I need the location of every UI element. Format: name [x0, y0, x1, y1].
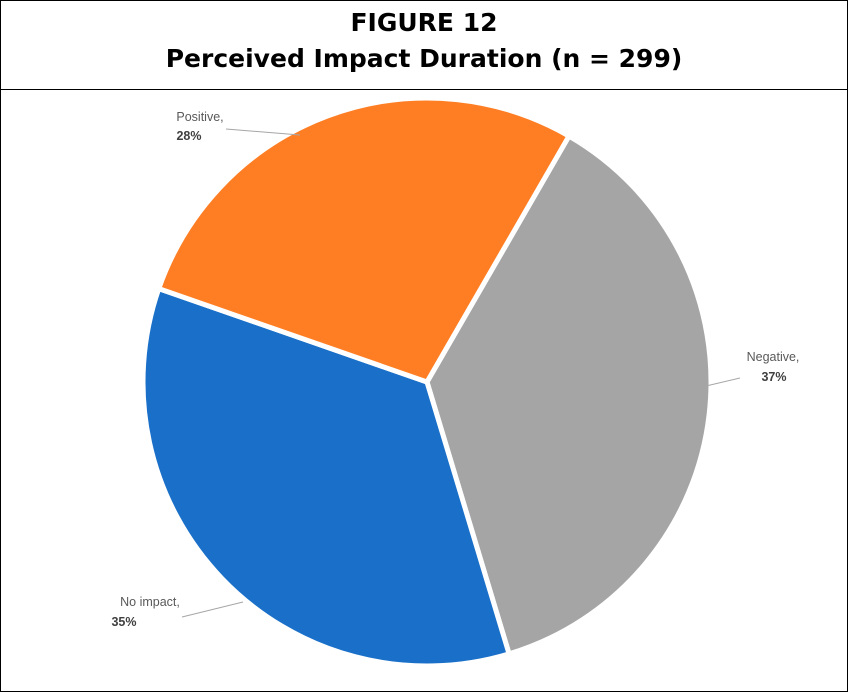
figure-number: FIGURE 12	[350, 8, 498, 37]
leader-line	[705, 377, 741, 387]
data-labels: Negative, 37% No impact, 35% Positive, 28%	[111, 110, 799, 629]
data-label-value: 37%	[761, 370, 786, 384]
data-label-name: No impact,	[120, 595, 180, 609]
pie-slice-positive	[156, 95, 572, 385]
data-label-value: 28%	[176, 129, 201, 143]
leader-lines	[181, 128, 741, 618]
pie-slices	[140, 95, 714, 669]
pie-slice-negative	[424, 133, 714, 657]
chart-title: Perceived Impact Duration (n = 299)	[165, 44, 683, 73]
data-label-name: Positive,	[176, 110, 223, 124]
leader-line	[181, 601, 244, 618]
data-label-name: Negative,	[747, 350, 800, 364]
figure-header: FIGURE 12 Perceived Impact Duration (n =…	[1, 1, 847, 90]
data-label-value: 35%	[111, 615, 136, 629]
leader-line	[225, 128, 301, 136]
pie-slice-no-impact	[140, 286, 512, 669]
